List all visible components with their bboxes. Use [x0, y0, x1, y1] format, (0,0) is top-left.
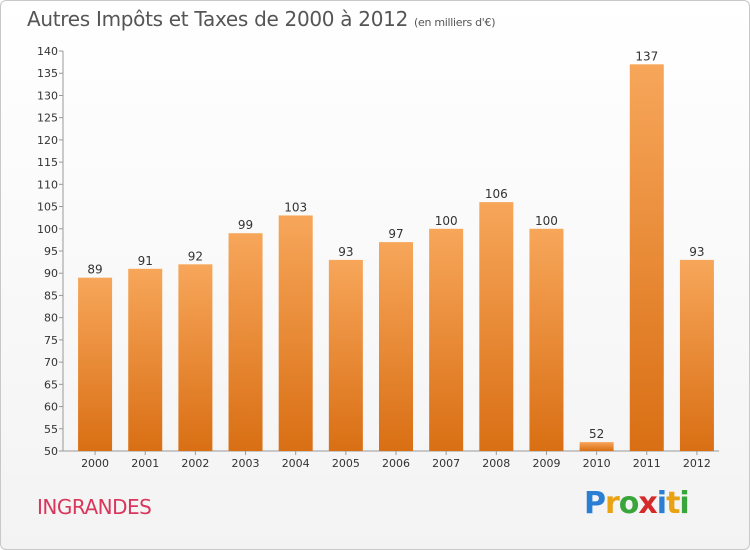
- value-label-2012: 93: [689, 245, 704, 259]
- data-labels: 89 91 92 99 103 93 97 100 106 100 52 137 93: [87, 49, 704, 441]
- logo-letter: i: [656, 486, 667, 521]
- value-label-2009: 100: [535, 214, 558, 228]
- y-tick-label: 70: [44, 356, 58, 369]
- logo-letter: t: [666, 486, 680, 521]
- logo-letter: o: [618, 486, 640, 521]
- commune-name: INGRANDES: [37, 495, 152, 519]
- x-tick-label-2005: 2005: [332, 457, 360, 470]
- value-label-2002: 92: [188, 249, 203, 263]
- y-tick-label: 130: [37, 89, 58, 102]
- proxiti-logo[interactable]: Proxiti: [584, 486, 690, 521]
- bar-2007: [429, 228, 464, 451]
- value-label-2006: 97: [388, 227, 403, 241]
- y-tick-label: 60: [44, 401, 58, 414]
- logo-letter: P: [584, 486, 606, 521]
- x-tick-label-2006: 2006: [382, 457, 410, 470]
- axes: 50 55 60 65 70 75 80 85 90 95 100 105 110 115 120 125 13…: [37, 45, 719, 470]
- logo-letter: i: [679, 486, 689, 521]
- bar-2001: [128, 268, 163, 451]
- y-tick-label: 125: [37, 112, 58, 125]
- bar-2000: [78, 277, 113, 451]
- y-tick-label: 65: [44, 378, 58, 391]
- x-tick-label-2004: 2004: [282, 457, 310, 470]
- value-label-2000: 89: [87, 263, 102, 277]
- bar-2009: [529, 228, 564, 451]
- bar-2005: [328, 259, 363, 451]
- x-tick-label-2003: 2003: [232, 457, 260, 470]
- y-tick-label: 140: [37, 45, 58, 58]
- y-tick-label: 90: [44, 267, 58, 280]
- value-label-2008: 106: [485, 187, 508, 201]
- x-tick-label-2000: 2000: [81, 457, 109, 470]
- y-tick-label: 85: [44, 289, 58, 302]
- y-tick-label: 55: [44, 423, 58, 436]
- chart-subtitle: (en milliers d'€): [414, 16, 496, 29]
- y-tick-label: 115: [37, 156, 58, 169]
- value-label-2011: 137: [635, 49, 658, 63]
- x-tick-label-2012: 2012: [683, 457, 711, 470]
- logo-letter: r: [605, 486, 620, 521]
- x-tick-label-2008: 2008: [482, 457, 510, 470]
- y-tick-label: 50: [44, 445, 58, 458]
- bar-2008: [479, 202, 514, 451]
- value-label-2004: 103: [284, 200, 307, 214]
- value-label-2005: 93: [338, 245, 353, 259]
- y-tick-label: 100: [37, 223, 58, 236]
- x-tick-label-2002: 2002: [181, 457, 209, 470]
- y-tick-label: 75: [44, 334, 58, 347]
- value-label-2003: 99: [238, 218, 253, 232]
- bar-2004: [278, 215, 313, 451]
- bar-2003: [228, 233, 263, 451]
- bar-2012: [679, 259, 714, 451]
- y-tick-label: 80: [44, 312, 58, 325]
- x-tick-label-2007: 2007: [432, 457, 460, 470]
- bar-2006: [379, 242, 413, 451]
- x-tick-label-2001: 2001: [131, 457, 159, 470]
- bar-2011: [629, 64, 664, 452]
- logo-letter: x: [638, 486, 657, 521]
- bar-2002: [178, 264, 213, 451]
- chart-title: Autres Impôts et Taxes de 2000 à 2012 (en…: [27, 7, 495, 31]
- x-tick-label-2011: 2011: [633, 457, 661, 470]
- y-tick-label: 95: [44, 245, 58, 258]
- y-tick-label: 135: [37, 67, 58, 80]
- y-tick-label: 120: [37, 134, 58, 147]
- y-tick-label: 105: [37, 201, 58, 214]
- chart-title-text: Autres Impôts et Taxes de 2000 à 2012: [27, 7, 408, 31]
- bars: [78, 64, 714, 452]
- bar-2010: [579, 442, 614, 451]
- y-tick-label: 110: [37, 178, 58, 191]
- value-label-2007: 100: [435, 214, 458, 228]
- x-tick-label-2010: 2010: [583, 457, 611, 470]
- value-label-2001: 91: [138, 254, 153, 268]
- value-label-2010: 52: [589, 427, 604, 441]
- x-tick-label-2009: 2009: [532, 457, 560, 470]
